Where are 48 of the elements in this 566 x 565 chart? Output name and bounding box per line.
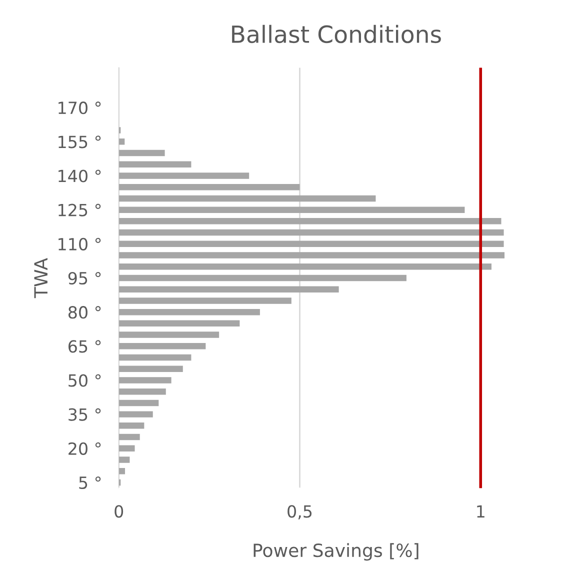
y-tick-label: 65 ° [68, 340, 101, 353]
bar [118, 366, 183, 372]
chart-title: Ballast Conditions [232, 24, 441, 44]
bar [118, 332, 220, 338]
y-tick-label: 35 ° [68, 408, 101, 421]
bar [118, 388, 166, 395]
bar [118, 240, 504, 248]
bar [118, 286, 339, 292]
bar [118, 343, 206, 350]
x-axis-title: Power Savings [%] [254, 543, 418, 561]
bar [118, 298, 292, 304]
bar [118, 434, 140, 440]
bar [118, 184, 300, 190]
y-tick-label: 170 ° [58, 102, 101, 114]
bar [118, 195, 376, 202]
bar [118, 161, 192, 168]
bar [118, 274, 406, 282]
bar [118, 263, 492, 270]
bar [118, 172, 250, 179]
bar [118, 377, 172, 384]
bar [118, 422, 144, 429]
y-tick-label: 155 ° [58, 136, 101, 148]
bar [118, 138, 125, 145]
bar [118, 229, 504, 236]
bar [118, 411, 153, 418]
y-tick-label: 5 ° [79, 476, 101, 490]
x-tick-label: 0 [114, 505, 124, 518]
bar [118, 252, 505, 258]
x-tick-label: 0,5 [288, 505, 312, 520]
bar [118, 218, 502, 224]
y-tick-label: 110 ° [58, 238, 101, 250]
y-tick-label: 95 ° [68, 272, 101, 285]
bar [118, 320, 240, 327]
y-tick-label: 80 ° [68, 306, 101, 319]
y-tick-label: 20 ° [68, 442, 101, 455]
bar [118, 150, 165, 156]
bar [118, 468, 126, 474]
bar [118, 400, 159, 406]
x-tick-label: 1 [477, 505, 484, 518]
bar [118, 206, 465, 213]
y-axis-title: TWA [34, 258, 48, 298]
y-tick-label: 125 ° [58, 204, 101, 216]
bar [118, 354, 192, 361]
y-tick-label: 140 ° [58, 170, 101, 182]
y-tick-label: 50 ° [68, 374, 101, 387]
bar [118, 456, 130, 463]
bar [118, 445, 135, 452]
bar [118, 308, 260, 316]
